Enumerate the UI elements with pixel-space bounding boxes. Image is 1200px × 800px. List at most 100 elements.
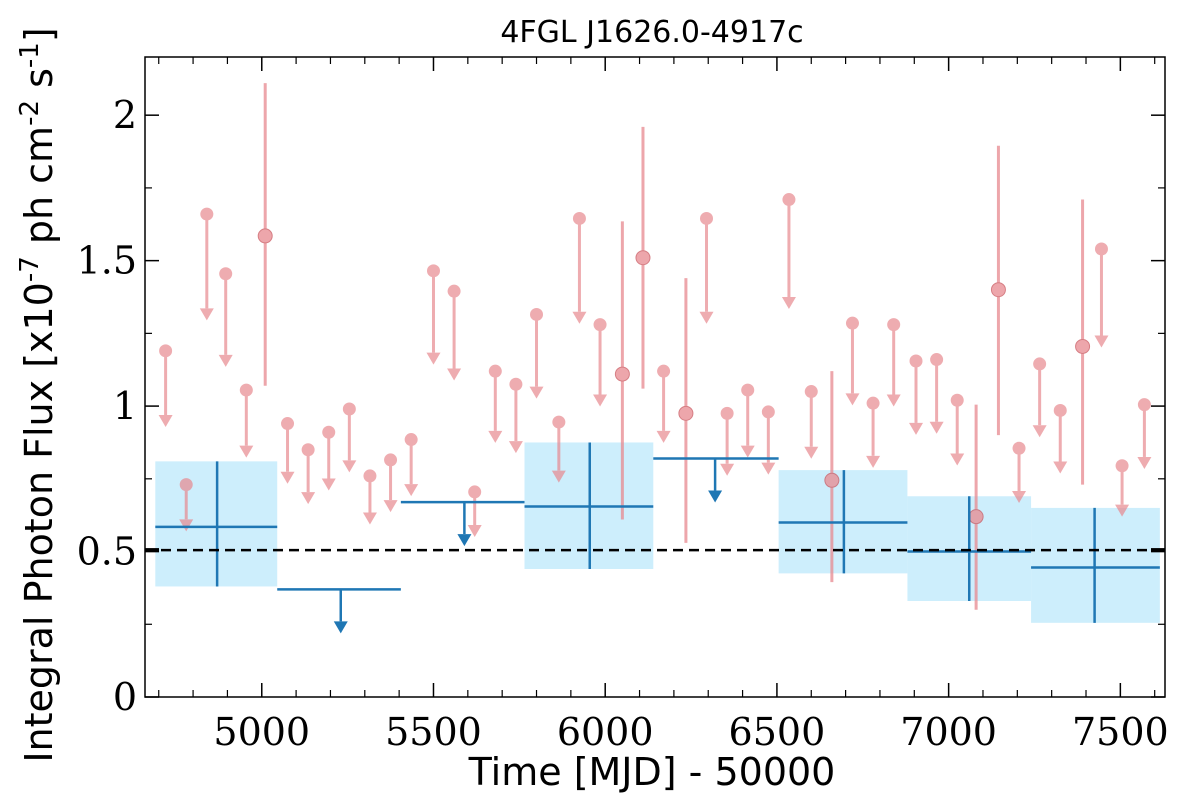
short-bin-upper-limit-29 <box>866 396 881 468</box>
short-bin-upper-limit-31 <box>909 354 924 435</box>
short-bin-upper-limit-marker-39 <box>1137 398 1151 412</box>
short-bin-upper-limit-28 <box>845 316 860 406</box>
short-bin-upper-limit-arrow-7 <box>321 432 336 491</box>
y-tick-label-2: 1 <box>113 384 137 428</box>
short-bin-upper-limit-arrow-37 <box>1094 249 1109 348</box>
short-bin-upper-limit-marker-29 <box>866 396 880 410</box>
long-bin-upper-limit-arrow-2 <box>708 458 723 503</box>
x-tick-label-5: 7500 <box>1072 710 1169 754</box>
short-bin-upper-limit-marker-36 <box>1053 403 1067 417</box>
short-bin-detection-0 <box>257 83 273 386</box>
short-bin-upper-limit-37 <box>1094 242 1109 348</box>
x-tick-label-1: 5500 <box>385 710 482 754</box>
long-bin-upper-limit-arrow-0-head <box>333 621 348 634</box>
short-bin-upper-limit-arrow-34 <box>1012 448 1027 503</box>
short-bin-upper-limit-33 <box>950 393 965 466</box>
short-bin-upper-limit-arrow-39 <box>1137 404 1152 469</box>
short-bin-upper-limit-arrow-23 <box>720 413 735 476</box>
short-bin-upper-limit-arrow-12-head <box>426 352 441 365</box>
short-bin-detection-3 <box>678 278 694 543</box>
short-bin-upper-limit-arrow-36-head <box>1053 461 1068 474</box>
short-bin-upper-limit-arrow-17 <box>529 314 544 399</box>
short-bin-upper-limit-arrow-39-head <box>1137 456 1152 469</box>
y-tick-label-0: 0 <box>113 675 137 719</box>
short-bin-upper-limit-arrow-6 <box>301 449 316 505</box>
short-bin-upper-limit-7 <box>321 425 336 491</box>
short-bin-upper-limit-20 <box>593 318 608 407</box>
short-bin-upper-limit-marker-7 <box>322 425 336 439</box>
x-tick-label-3: 6500 <box>729 710 826 754</box>
short-bin-upper-limit-10 <box>383 453 398 513</box>
short-bin-upper-limit-arrow-15-head <box>488 430 503 443</box>
short-bin-upper-limit-arrow-35 <box>1032 363 1047 438</box>
short-bin-upper-limit-35 <box>1032 357 1047 438</box>
short-bin-upper-limit-arrow-8-head <box>342 460 357 473</box>
y-axis-label-end: ] <box>17 27 61 42</box>
x-tick-label-2: 6000 <box>557 710 654 754</box>
y-axis-label-exp2: -2 <box>15 100 45 126</box>
short-bin-upper-limit-arrow-12 <box>426 270 441 365</box>
short-bin-upper-limit-arrow-20-head <box>593 394 608 407</box>
long-bin-upper-limit-0 <box>277 588 401 634</box>
short-bin-upper-limit-marker-21 <box>657 364 671 378</box>
short-bin-upper-limit-36 <box>1053 403 1068 474</box>
short-bin-upper-limit-25 <box>761 405 776 475</box>
y-axis-label: Integral Photon Flux [x10-7 ph cm-2 s-1] <box>15 27 61 762</box>
short-bin-upper-limit-marker-35 <box>1033 357 1047 371</box>
short-bin-upper-limit-arrow-34-head <box>1012 490 1027 503</box>
short-bin-upper-limit-arrow-8 <box>342 409 357 473</box>
short-bin-upper-limit-26 <box>781 193 796 309</box>
short-bin-upper-limit-marker-5 <box>281 417 295 431</box>
long-bin-upper-limit-arrow-1-head <box>457 534 472 547</box>
short-bin-upper-limit-arrow-5-head <box>280 471 295 484</box>
short-bin-upper-limit-arrow-9 <box>362 475 377 525</box>
short-bin-upper-limit-38 <box>1115 459 1130 517</box>
short-bin-upper-limit-arrow-32-head <box>929 421 944 434</box>
short-bin-upper-limit-arrow-38-head <box>1115 504 1130 517</box>
short-bin-upper-limit-arrow-22-head <box>699 311 714 324</box>
short-bin-upper-limit-16 <box>508 377 523 454</box>
short-bin-upper-limit-22 <box>699 211 714 324</box>
short-bin-upper-limit-14 <box>467 485 482 538</box>
short-bin-upper-limit-18 <box>551 415 566 483</box>
long-bin-detection-2 <box>778 470 908 574</box>
long-bin-detection-4 <box>1031 507 1160 623</box>
short-bin-upper-limit-arrow-11-head <box>404 484 419 497</box>
short-bin-upper-limit-arrow-10-head <box>383 500 398 513</box>
short-bin-detection-marker-5 <box>968 509 984 525</box>
short-bin-upper-limit-marker-18 <box>552 415 566 429</box>
short-bin-upper-limit-arrow-5 <box>280 423 295 484</box>
short-bin-upper-limit-marker-1 <box>179 478 193 492</box>
long-bin-upper-limit-2 <box>653 457 779 503</box>
axis-ticks: 5000 5500 6000 6500 7000 7500 0 0.5 1 1.5 2 <box>77 57 1169 754</box>
short-bin-upper-limit-marker-6 <box>301 443 315 457</box>
short-bin-upper-limit-arrow-25-head <box>761 462 776 475</box>
short-bin-upper-limit-arrow-2-head <box>199 308 214 321</box>
short-bin-upper-limit-arrow-24-head <box>740 445 755 458</box>
short-bin-upper-limit-32 <box>929 353 944 434</box>
short-bin-upper-limit-arrow-36 <box>1053 410 1068 474</box>
short-bin-upper-limit-arrow-18 <box>551 422 566 483</box>
short-bin-upper-limit-marker-33 <box>950 393 964 407</box>
short-bin-upper-limit-marker-32 <box>930 353 944 367</box>
long-bin-upper-limit-1 <box>400 500 525 547</box>
short-bin-upper-limit-marker-26 <box>782 193 796 207</box>
plot-area <box>145 83 1165 634</box>
long-bin-upper-limit-arrow-2-head <box>708 490 723 503</box>
short-bin-upper-limit-arrow-10 <box>383 459 398 513</box>
short-bin-upper-limit-arrow-24 <box>740 390 755 458</box>
x-axis-label: Time [MJD] - 50000 <box>468 750 836 794</box>
short-bin-upper-limit-arrow-29-head <box>866 455 881 468</box>
short-bin-upper-limit-arrow-22 <box>699 218 714 324</box>
short-bin-upper-limit-arrow-14-head <box>467 525 482 538</box>
short-bin-upper-limit-39 <box>1137 398 1152 469</box>
short-bin-upper-limit-34 <box>1012 441 1027 503</box>
short-bin-upper-limit-4 <box>239 383 254 458</box>
short-bin-upper-limit-arrow-25 <box>761 411 776 475</box>
short-bin-upper-limit-30 <box>886 318 901 407</box>
short-bin-upper-limit-arrow-27-head <box>804 446 819 459</box>
short-bin-upper-limit-arrow-30 <box>886 324 901 407</box>
y-axis-label-part1: Integral Photon Flux [x10 <box>17 282 61 763</box>
short-bin-upper-limit-marker-11 <box>404 433 418 447</box>
